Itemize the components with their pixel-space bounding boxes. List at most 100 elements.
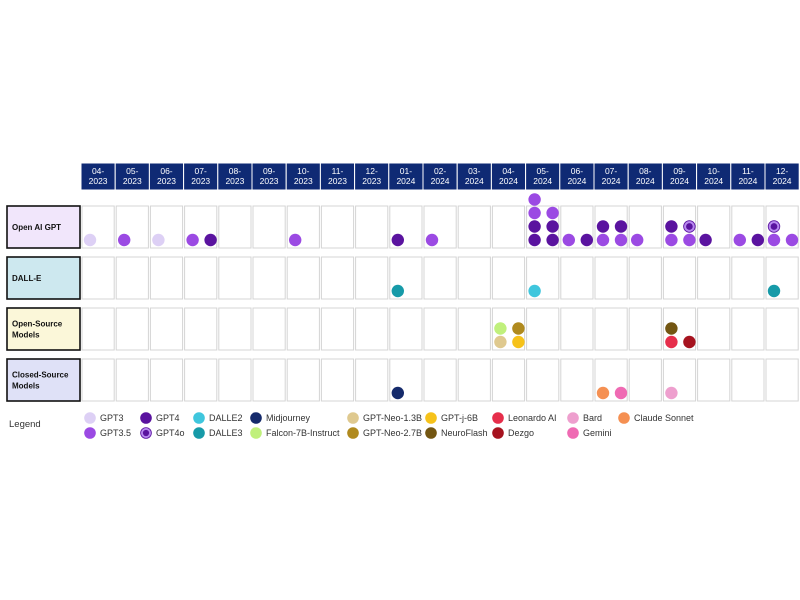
timeline-cell: [320, 358, 355, 402]
release-openai-18: [699, 233, 712, 247]
timeline-cell: [628, 358, 662, 402]
month-label: 2023: [294, 176, 313, 186]
dezgo-dot: [683, 335, 696, 349]
neuroflash-dot: [425, 427, 437, 439]
legend-item-bard: Bard: [567, 412, 602, 424]
timeline-cell: [252, 256, 286, 300]
falcon-7b-instruct-dot: [250, 427, 262, 439]
timeline-cell: [320, 256, 355, 300]
month-label: 09-: [263, 166, 275, 176]
gpt3-5-dot: [614, 233, 628, 247]
release-openai-9: [391, 233, 404, 247]
legend-title: Legend: [9, 419, 41, 430]
row-label-dalle: [6, 256, 81, 300]
month-label: 2024: [670, 176, 689, 186]
month-label: 04-: [92, 166, 104, 176]
month-header-cell: [354, 162, 390, 191]
month-label: 12-: [776, 166, 788, 176]
gpt4-dot: [204, 233, 217, 247]
gemini-dot: [614, 386, 628, 400]
timeline-cell: [731, 358, 765, 402]
timeline-cell: [423, 205, 457, 249]
release-dalle-13: [528, 284, 541, 298]
timeline-cell: [491, 256, 526, 300]
legend-item-gemini: Gemini: [567, 427, 612, 439]
month-label: 2024: [499, 176, 518, 186]
timeline-cell: [697, 307, 731, 351]
row-label-text: Models: [12, 382, 40, 391]
gpt-neo-1-3b-dot: [347, 412, 359, 424]
gpt3-5-dot: [425, 233, 439, 247]
gpt4-dot: [614, 220, 628, 233]
gpt3-5-dot: [528, 206, 541, 220]
legend-label: Falcon-7B-Instruct: [266, 428, 340, 438]
row-label-text: Models: [12, 331, 40, 340]
timeline-cell: [628, 307, 662, 351]
month-label: 2023: [362, 176, 381, 186]
gpt3-5-dot: [785, 233, 799, 247]
timeline-cell: [149, 307, 184, 351]
timeline-cell: [149, 358, 184, 402]
timeline-cell: [560, 307, 594, 351]
month-label: 2024: [636, 176, 655, 186]
gpt4o-dot: [767, 220, 781, 233]
legend-item-leonardo-ai: Leonardo AI: [492, 412, 557, 424]
month-header-cell: [627, 162, 663, 191]
month-label: 2024: [465, 176, 484, 186]
month-label: 2024: [602, 176, 621, 186]
timeline-cell: [286, 307, 320, 351]
gpt3-5-dot: [733, 233, 746, 247]
month-label: 2023: [260, 176, 279, 186]
month-header-cell: [490, 162, 527, 191]
gpt3-dot: [152, 233, 165, 247]
month-header: 04-202305-202306-202307-202308-202309-20…: [80, 162, 800, 191]
timeline-cell: [218, 256, 252, 300]
timeline-cell: [594, 307, 628, 351]
dalle3-dot: [193, 427, 205, 439]
release-openai-20: [767, 220, 799, 247]
release-closedsource-15: [596, 386, 628, 400]
gpt3-5-dot: [665, 233, 678, 247]
month-label: 2023: [123, 176, 142, 186]
legend-label: GPT4o: [156, 428, 185, 438]
month-label: 02-: [434, 166, 446, 176]
claude-sonnet-dot: [596, 386, 610, 400]
month-header-cell: [217, 162, 253, 191]
dalle3-dot: [767, 284, 781, 298]
timeline-cell: [560, 256, 594, 300]
gpt4-dot: [751, 233, 764, 247]
midjourney-dot: [250, 412, 262, 424]
timeline-cell: [697, 256, 731, 300]
legend-label: GPT3: [100, 413, 124, 423]
timeline-cell: [252, 358, 286, 402]
month-header-cell: [730, 162, 766, 191]
month-label: 2024: [704, 176, 723, 186]
gpt3-5-dot: [186, 233, 199, 247]
gpt4-dot: [528, 233, 541, 247]
month-label: 10-: [708, 166, 720, 176]
row-label-text: Closed-Source: [12, 371, 69, 380]
timeline-cell: [252, 307, 286, 351]
row-label-openai: [6, 205, 81, 249]
legend-label: DALLE2: [209, 413, 243, 423]
row-label-text: DALL-E: [12, 274, 42, 283]
legend-label: GPT-Neo-1.3B: [363, 413, 422, 423]
timeline-cell: [218, 358, 252, 402]
bard-dot: [567, 412, 579, 424]
legend-item-midjourney: Midjourney: [250, 412, 311, 424]
gpt4-dot: [546, 233, 559, 247]
legend-label: GPT3.5: [100, 428, 131, 438]
month-label: 06-: [160, 166, 172, 176]
month-header-cell: [80, 162, 116, 191]
gpt4-dot: [140, 412, 152, 424]
row-label-closedsource: [6, 358, 81, 402]
release-openai-14: [562, 233, 593, 247]
month-label: 05-: [537, 166, 549, 176]
timeline-cell: [457, 358, 491, 402]
month-label: 2024: [773, 176, 792, 186]
legend-item-gpt-j-6b: GPT-j-6B: [425, 412, 478, 424]
release-openai-1: [118, 233, 131, 247]
month-label: 2023: [191, 176, 210, 186]
gpt3-dot: [83, 233, 97, 247]
neuroflash-dot: [665, 322, 678, 335]
